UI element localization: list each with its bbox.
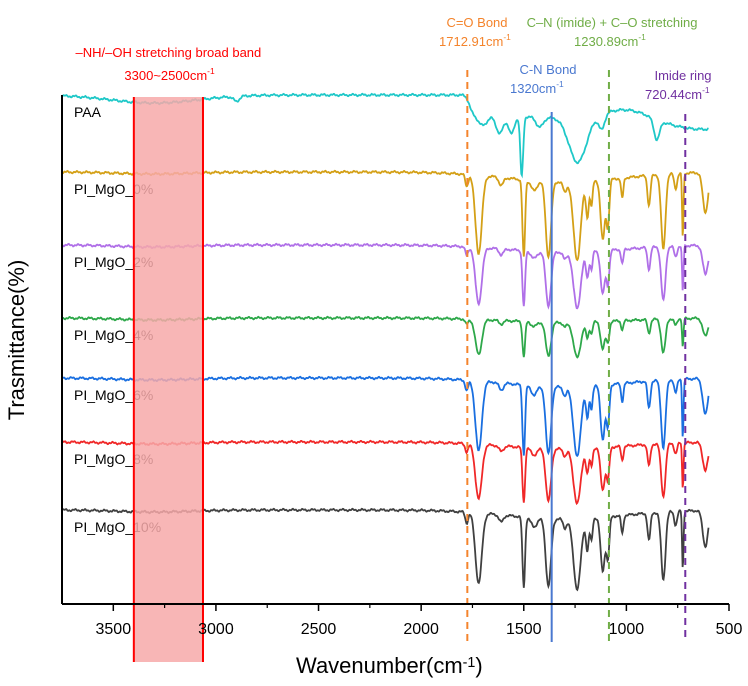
band-range-label: 3300~2500cm-1 xyxy=(124,66,215,83)
x-axis-label-close: ) xyxy=(475,653,482,678)
y-axis-label: Trasmittance(%) xyxy=(4,260,29,421)
marker-value-3: 720.44cm-1 xyxy=(645,85,710,102)
x-axis-label-sup: -1 xyxy=(463,655,476,671)
band-range-label-sup: -1 xyxy=(207,66,215,76)
band-label: –NH/–OH stretching broad band xyxy=(76,45,262,60)
marker-value-3-sup: -1 xyxy=(702,85,710,95)
marker-value-0: 1712.91cm-1 xyxy=(439,32,511,49)
band-range-label-main: 3300~2500cm xyxy=(124,68,207,83)
series-label-0: PAA xyxy=(74,104,102,120)
x-tick-label-6: 500 xyxy=(716,621,743,638)
marker-value-1-main: 1320cm xyxy=(510,81,556,96)
x-tick-label-1: 3000 xyxy=(198,621,234,638)
marker-value-0-sup: -1 xyxy=(503,32,511,42)
marker-value-2-main: 1230.89cm xyxy=(574,34,638,49)
marker-value-3-main: 720.44cm xyxy=(645,87,702,102)
x-tick-label-5: 1000 xyxy=(609,621,645,638)
marker-title-3: Imide ring xyxy=(654,68,711,83)
x-tick-label-0: 3500 xyxy=(96,621,132,638)
marker-value-2: 1230.89cm-1 xyxy=(574,32,646,49)
marker-title-0: C=O Bond xyxy=(446,15,507,30)
marker-value-1: 1320cm-1 xyxy=(510,79,564,96)
marker-value-1-sup: -1 xyxy=(556,79,564,89)
marker-value-0-main: 1712.91cm xyxy=(439,34,503,49)
band-shading xyxy=(133,97,203,662)
marker-title-2: C–N (imide) + C–O stretching xyxy=(527,15,698,30)
marker-value-2-sup: -1 xyxy=(638,32,646,42)
x-tick-label-4: 1500 xyxy=(506,621,542,638)
marker-title-1: C-N Bond xyxy=(519,62,576,77)
x-axis-label: Wavenumber(cm-1) xyxy=(296,653,483,678)
x-tick-label-3: 2000 xyxy=(403,621,439,638)
x-axis-label-main: Wavenumber(cm xyxy=(296,653,463,678)
x-tick-label-2: 2500 xyxy=(301,621,337,638)
